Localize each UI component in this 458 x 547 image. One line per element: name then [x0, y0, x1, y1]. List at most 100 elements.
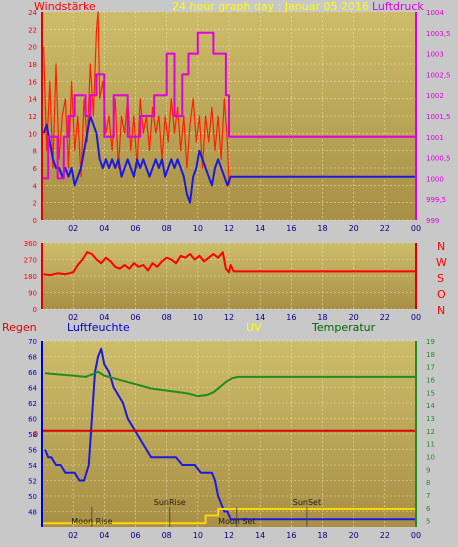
wind-right-tick-label: 1001: [426, 134, 444, 142]
wind-right-tick-label: 999,5: [426, 196, 446, 204]
climate-left-tick-label: 48: [28, 509, 37, 517]
climate-right-tick-label: 6: [426, 505, 431, 513]
climate-left-tick-label: 56: [28, 447, 37, 455]
wind-x-tick-label: 02: [68, 224, 78, 233]
direction-left-tick-label: 270: [24, 257, 37, 265]
marker-sunrise-label: SunRise: [154, 498, 186, 507]
uv-label: UV: [246, 321, 262, 334]
climate-left-tick-label: 52: [28, 478, 37, 486]
wind-right-tick-label: 1000,5: [426, 155, 451, 163]
climate-left-tick-label: 64: [28, 385, 37, 393]
marker-moon-rise-label: Moon Rise: [71, 517, 112, 526]
wind-left-tick-label: 8: [33, 148, 37, 156]
wind-left-tick-label: 16: [28, 78, 37, 86]
wind-x-tick-label: 06: [130, 224, 140, 233]
climate-luftfeuchte-line: [44, 347, 416, 521]
climate-right-tick-label: 7: [426, 492, 430, 500]
direction-x-tick-label: 12: [224, 313, 234, 322]
climate-right-tick-label: 9: [426, 466, 430, 474]
climate-left-tick-label: 60: [28, 416, 37, 424]
climate-right-tick-label: 13: [426, 415, 435, 423]
climate-right-tick-label: 14: [426, 402, 435, 410]
wind-right-tick-label: 1004: [426, 9, 444, 17]
wind-right-tick-label: 1001,5: [426, 113, 451, 121]
climate-x-tick-label: 10: [193, 531, 203, 540]
wind-x-tick-label: 22: [380, 224, 390, 233]
wind-x-tick-label: 20: [349, 224, 359, 233]
chart-title: 24 hour graph day : Januar 05 2016: [172, 0, 369, 13]
temperature-label: Temperatur: [311, 321, 376, 334]
direction-label-w: W: [436, 256, 447, 269]
climate-right-tick-label: 12: [426, 428, 435, 436]
direction-x-tick-label: 00: [411, 313, 421, 322]
climate-right-tick-label: 10: [426, 453, 435, 461]
wind-x-tick-label: 00: [411, 224, 421, 233]
wind-left-tick-label: 22: [28, 26, 37, 34]
climate-left-tick-label: 54: [28, 462, 37, 470]
wind-left-tick-label: 24: [28, 9, 37, 17]
climate-x-tick-label: 06: [130, 531, 140, 540]
climate-uv-line: [42, 508, 416, 525]
direction-left-tick-label: 90: [28, 290, 37, 298]
direction-x-tick-label: 04: [99, 313, 109, 322]
direction-left-tick-label: 180: [24, 273, 37, 281]
direction-left-tick-label: 360: [24, 240, 37, 248]
wind-windst-rke-line: [43, 11, 416, 186]
wind-luftdruck-line: [42, 31, 416, 180]
marker-sunset-label: SunSet: [293, 498, 321, 507]
wind-axis-title: Windstärke: [34, 0, 96, 13]
climate-temperatur-line: [44, 370, 416, 398]
wind-x-tick-label: 10: [193, 224, 203, 233]
wind-left-tick-label: 4: [33, 182, 38, 190]
climate-left-tick-label: 66: [28, 369, 37, 377]
climate-right-tick-label: 8: [426, 479, 430, 487]
climate-left-tick-label: 70: [28, 338, 37, 346]
climate-right-tick-label: 15: [426, 389, 435, 397]
climate-right-tick-label: 17: [426, 364, 435, 372]
wind-x-tick-label: 14: [255, 224, 265, 233]
wind-x-tick-label: 04: [99, 224, 109, 233]
direction-x-tick-label: 02: [68, 313, 78, 322]
climate-x-tick-label: 18: [317, 531, 327, 540]
direction-label-n-bottom: N: [437, 304, 445, 317]
wind-right-tick-label: 999: [426, 217, 439, 225]
wind-left-tick-label: 12: [28, 113, 37, 121]
rain-zero-label: 0: [33, 430, 38, 439]
climate-x-tick-label: 02: [68, 531, 78, 540]
direction-x-tick-label: 10: [193, 313, 203, 322]
climate-left-tick-label: 62: [28, 400, 37, 408]
direction-label-n-top: N: [437, 240, 445, 253]
wind-windst-rke-mittel-line: [42, 115, 416, 204]
direction-x-tick-label: 14: [255, 313, 265, 322]
wind-right-tick-label: 1002,5: [426, 71, 451, 79]
wind-right-tick-label: 1000: [426, 175, 444, 183]
climate-x-tick-label: 22: [380, 531, 390, 540]
series-layer: Moon Rise SunRise SunSet Moon Set: [42, 11, 416, 527]
climate-right-tick-label: 5: [426, 518, 430, 526]
wind-left-tick-label: 6: [33, 165, 38, 173]
wind-x-tick-label: 12: [224, 224, 234, 233]
climate-right-tick-label: 18: [426, 351, 435, 359]
direction-windrichtung-line: [43, 251, 416, 277]
climate-left-tick-label: 68: [28, 354, 37, 362]
wind-x-tick-label: 18: [317, 224, 327, 233]
climate-left-tick-label: 58: [28, 431, 37, 439]
climate-x-tick-label: 16: [286, 531, 296, 540]
direction-x-tick-label: 16: [286, 313, 296, 322]
humidity-label: Luftfeuchte: [67, 321, 130, 334]
wind-right-tick-label: 1002: [426, 92, 444, 100]
wind-x-tick-label: 16: [286, 224, 296, 233]
wind-left-tick-label: 18: [28, 61, 37, 69]
climate-x-tick-label: 00: [411, 531, 421, 540]
axes-layer: 02 04 06 08 10 12 14 16 18 20 22 000246810121416182…: [24, 9, 451, 540]
rain-label: Regen: [2, 321, 37, 334]
wind-left-tick-label: 0: [33, 217, 37, 225]
climate-x-tick-label: 04: [99, 531, 109, 540]
wind-right-tick-label: 1003: [426, 51, 444, 59]
marker-moon-set-label: Moon Set: [218, 517, 255, 526]
climate-x-tick-label: 08: [162, 531, 172, 540]
direction-x-tick-label: 08: [162, 313, 172, 322]
pressure-axis-title: Luftdruck: [372, 0, 424, 13]
